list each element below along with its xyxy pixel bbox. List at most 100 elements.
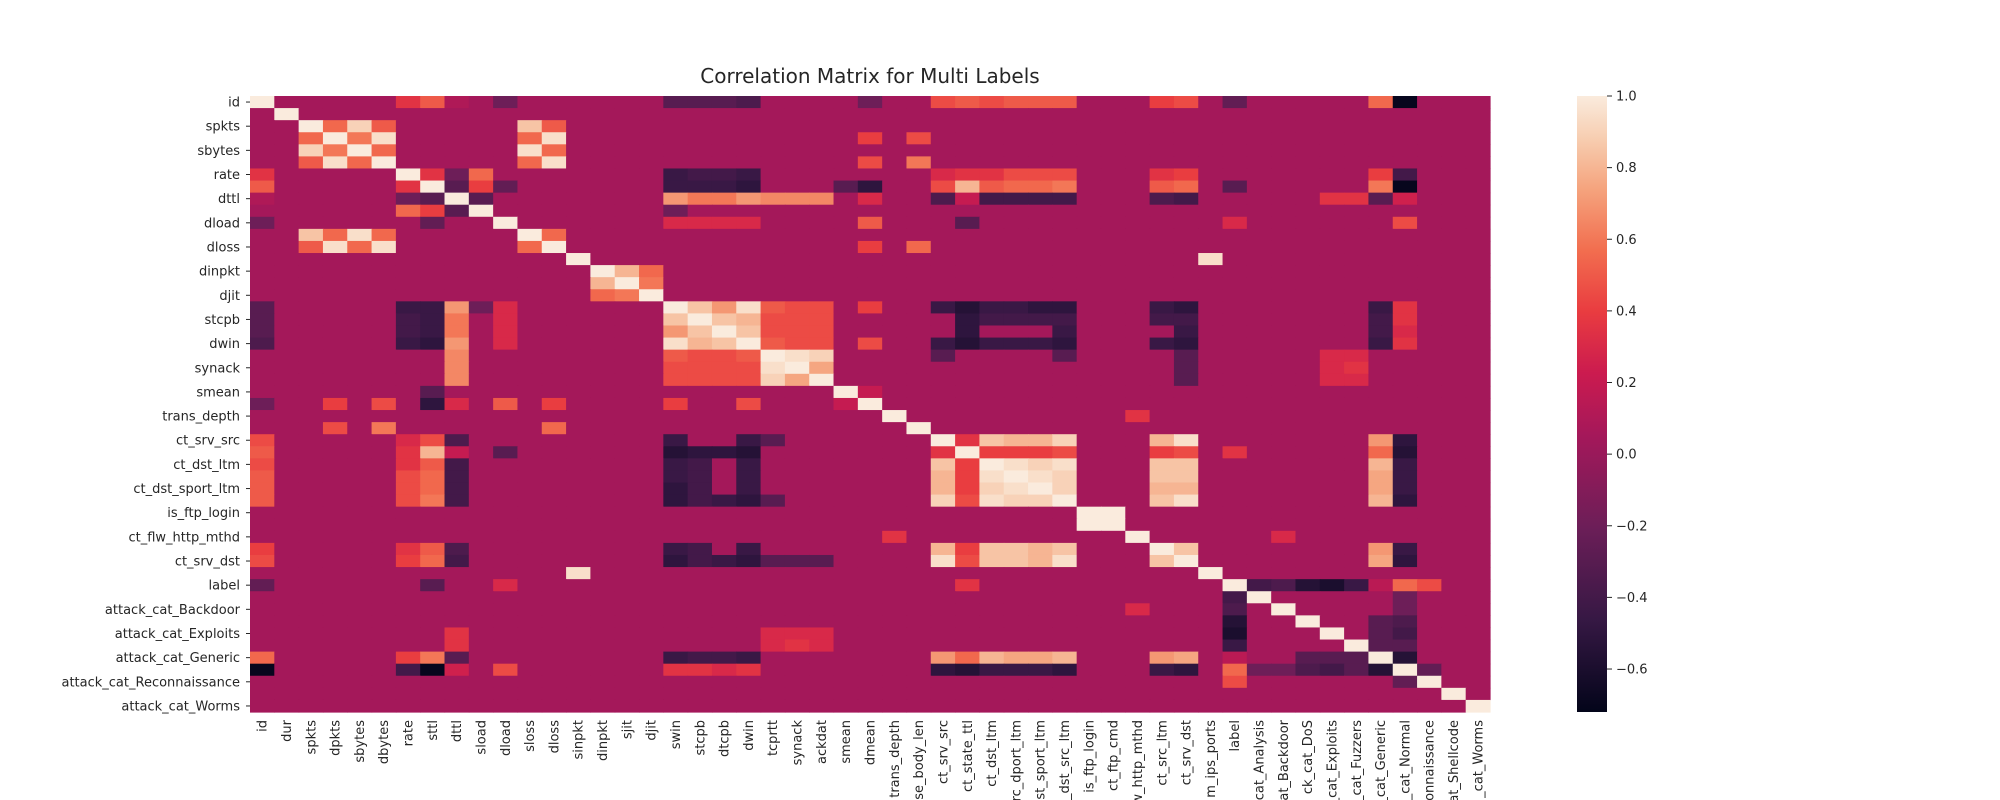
heatmap-cell [760,204,786,218]
heatmap-cell [809,325,835,339]
heatmap-cell [444,156,470,170]
heatmap-cell [1149,651,1175,665]
heatmap-cell [322,567,348,580]
heatmap-cell [590,108,616,121]
heatmap-cell [250,325,275,339]
heatmap-cell [1028,675,1053,689]
heatmap-cell [298,518,324,532]
heatmap-cell [1319,204,1345,218]
heatmap-cell [955,361,981,375]
heatmap-cell [517,325,543,339]
heatmap-cell [566,579,591,592]
heatmap-cell [1222,687,1248,701]
heatmap-cell [1125,301,1151,315]
heatmap-cell [906,385,932,399]
heatmap-cell [298,108,324,121]
heatmap-cell [614,325,640,339]
heatmap-cell [711,265,737,278]
heatmap-cell [1465,542,1491,556]
heatmap-cell [930,216,956,230]
heatmap-cell [371,373,397,387]
heatmap-cell [711,410,737,423]
heatmap-cell [711,337,737,351]
heatmap-cell [420,120,446,133]
heatmap-cell [1076,253,1102,266]
heatmap-cell [1295,361,1321,375]
heatmap-cell [322,530,348,544]
heatmap-cell [882,253,908,266]
heatmap-cell [663,108,689,121]
heatmap-cell [1100,120,1126,133]
heatmap-cell [833,675,859,689]
heatmap-cell [882,240,908,254]
heatmap-cell [541,132,567,145]
heatmap-cell [760,530,786,544]
heatmap-cell [1028,265,1053,278]
heatmap-cell [250,289,275,302]
heatmap-cell [1149,253,1175,266]
heatmap-cell [1198,567,1224,580]
heatmap-cell [566,204,591,218]
heatmap-cell [784,639,810,653]
heatmap-cell [784,554,810,568]
x-tick-label: st_sport_ltm [1034,720,1049,800]
heatmap-cell [1246,204,1272,218]
heatmap-cell [1417,385,1442,399]
heatmap-cell [1198,434,1224,447]
heatmap-cell [1392,651,1418,665]
heatmap-cell [1125,446,1151,459]
heatmap-cell [809,180,835,194]
heatmap-cell [517,615,543,629]
heatmap-cell [1076,277,1102,290]
heatmap-cell [1052,699,1078,713]
heatmap-cell [882,337,908,351]
heatmap-cell [250,651,275,665]
heatmap-cell [614,675,640,689]
heatmap-cell [1295,216,1321,230]
heatmap-cell [955,518,981,532]
heatmap-cell [566,567,591,580]
heatmap-cell [1100,506,1126,520]
heatmap-cell [1271,192,1297,206]
heatmap-cell [1028,458,1053,472]
heatmap-cell [1100,639,1126,653]
heatmap-cell [1417,156,1442,170]
heatmap-cell [1125,385,1151,399]
heatmap-cell [1319,530,1345,544]
heatmap-cell [857,506,883,520]
heatmap-cell [1368,337,1394,351]
heatmap-cell [493,96,519,109]
heatmap-cell [517,651,543,665]
heatmap-cell [347,108,373,121]
heatmap-cell [250,639,275,653]
heatmap-cell [395,567,421,580]
heatmap-cell [906,554,932,568]
heatmap-cell [1125,397,1151,411]
heatmap-cell [1100,289,1126,302]
heatmap-cell [809,373,835,387]
heatmap-cell [468,325,494,339]
heatmap-cell [1417,216,1442,230]
heatmap-cell [1198,410,1224,423]
heatmap-cell [1417,108,1442,121]
heatmap-cell [347,397,373,411]
heatmap-cell [930,687,956,701]
heatmap-cell [1100,446,1126,459]
heatmap-cell [444,663,470,677]
heatmap-cell [1417,192,1442,206]
heatmap-cell [1003,446,1029,459]
heatmap-cell [371,434,397,447]
heatmap-cell [1344,168,1370,182]
heatmap-cell [1417,301,1442,315]
heatmap-cell [444,373,470,387]
heatmap-cell [1149,554,1175,568]
heatmap-cell [809,422,835,435]
heatmap-cell [882,506,908,520]
heatmap-cell [1295,518,1321,532]
heatmap-cell [298,192,324,206]
heatmap-cell [347,615,373,629]
heatmap-cell [1198,482,1224,496]
heatmap-cell [809,349,835,363]
heatmap-cell [250,216,275,230]
heatmap-cell [298,687,324,701]
